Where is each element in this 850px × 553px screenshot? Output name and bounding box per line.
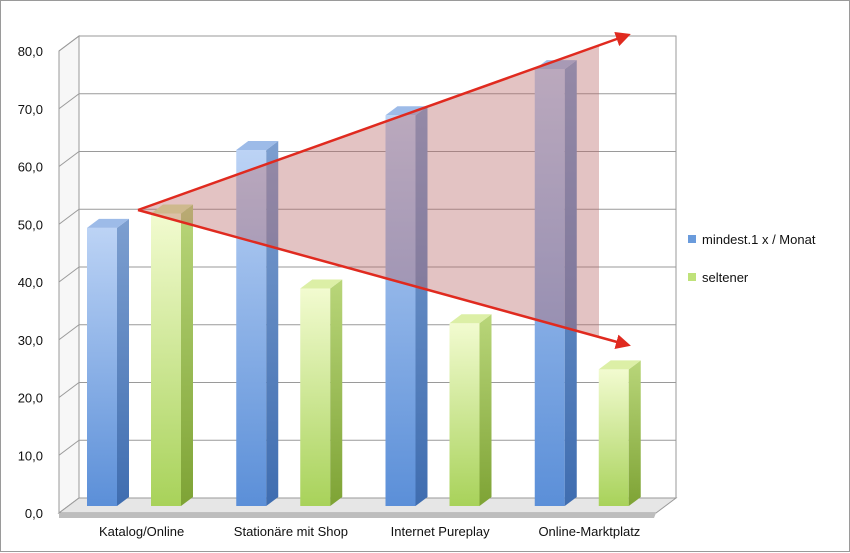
y-tick-label: 80,0	[18, 44, 43, 59]
y-tick-label: 0,0	[25, 506, 43, 521]
legend-item-0: mindest.1 x / Monat	[688, 232, 816, 247]
bar-seltener-0	[151, 204, 193, 506]
gridline-side	[58, 151, 80, 167]
bars	[87, 60, 641, 507]
gridline-side	[58, 35, 80, 52]
y-tick-label: 10,0	[18, 448, 43, 463]
y-axis-tick-labels: 0,0 10,0 20,0 30,0 40,0 50,0 60,0 70,0 80,0	[18, 44, 43, 521]
trend-wedge-annotation	[137, 31, 631, 350]
y-tick-label: 50,0	[18, 217, 43, 232]
bar-monthly-2	[385, 106, 428, 507]
bar-seltener-1	[300, 279, 343, 506]
x-category-label: Katalog/Online	[99, 524, 184, 539]
x-category-label: Internet Pureplay	[391, 524, 491, 539]
legend: mindest.1 x / Monat seltener	[688, 232, 816, 285]
gridline-side	[58, 266, 80, 283]
bar-monthly-1	[236, 140, 279, 506]
gridline-side	[58, 439, 80, 456]
y-tick-label: 30,0	[18, 333, 43, 348]
arrow-lower	[137, 208, 631, 350]
x-category-label: Online-Marktplatz	[538, 524, 640, 539]
gridline-side	[58, 208, 80, 225]
y-tick-label: 40,0	[18, 275, 43, 290]
x-category-label: Stationäre mit Shop	[234, 524, 348, 539]
y-tick-label: 70,0	[18, 102, 43, 117]
arrow-upper	[137, 31, 631, 212]
gridline-side	[58, 93, 80, 110]
legend-label: mindest.1 x / Monat	[702, 232, 816, 247]
legend-swatch	[688, 235, 696, 243]
bar-monthly-0	[87, 218, 129, 506]
bar-monthly-3	[534, 60, 577, 506]
y-tick-label: 20,0	[18, 391, 43, 406]
legend-item-1: seltener	[688, 270, 749, 285]
gridline-side	[58, 324, 80, 341]
bar-seltener-3	[598, 360, 641, 506]
y-tick-label: 60,0	[18, 160, 43, 175]
wedge-shaded-area	[138, 45, 599, 336]
gridline-side	[58, 382, 80, 398]
legend-label: seltener	[702, 270, 749, 285]
chart-floor	[57, 497, 678, 518]
bar-seltener-2	[449, 314, 492, 506]
legend-swatch	[688, 273, 696, 281]
x-axis-category-labels: Katalog/Online Stationäre mit Shop Interne…	[99, 524, 640, 539]
